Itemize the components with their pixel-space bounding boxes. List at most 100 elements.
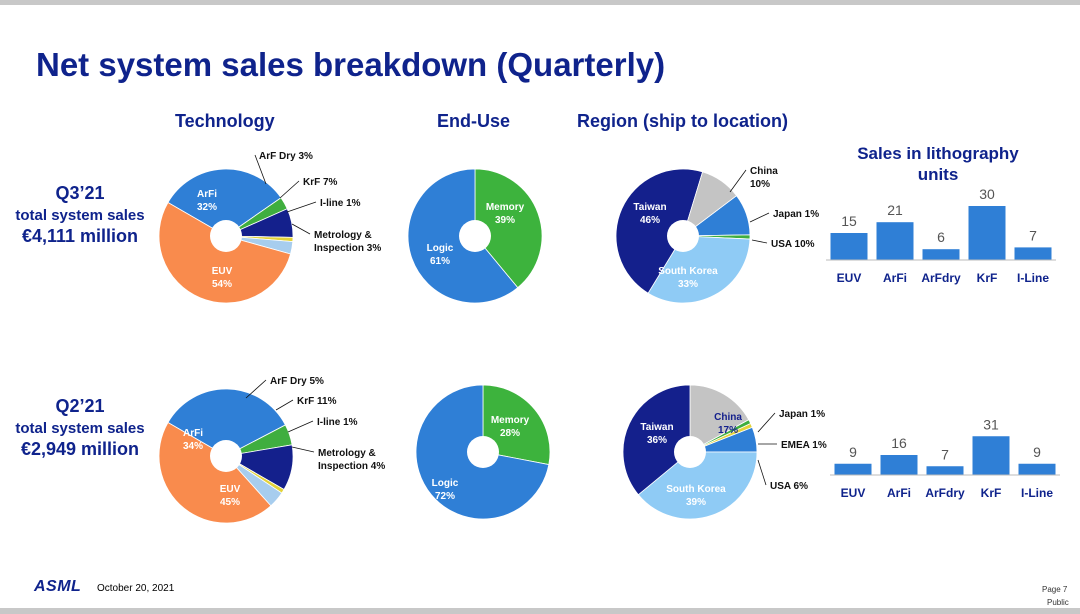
bar-chart <box>826 206 1056 261</box>
bar-value-label: 7 <box>941 446 949 462</box>
slice-percent: 33% <box>678 279 698 290</box>
slice-label: South Korea <box>666 484 726 495</box>
quarter-label: Q2’21 <box>55 396 105 416</box>
bar-value-label: 21 <box>887 202 903 218</box>
slice-percent: 32% <box>197 202 217 213</box>
slice-label: USA 6% <box>770 481 808 492</box>
header-end-use: End-Use <box>437 111 511 131</box>
slice-label: Logic <box>427 243 454 254</box>
bar-value-label: 9 <box>1033 444 1041 460</box>
slice-label: ArF Dry 3% <box>259 151 313 162</box>
quarter-label: Q3’21 <box>55 183 105 203</box>
donut-hole <box>667 220 699 252</box>
bar-category-label: ArFi <box>883 271 907 285</box>
leader-line <box>279 180 300 199</box>
slice-label: Memory <box>486 202 525 213</box>
pie-chart <box>158 154 317 304</box>
bar-krf <box>968 206 1006 260</box>
pie-slice-memory <box>474 168 543 289</box>
slice-label: ArF Dry 5% <box>270 376 324 387</box>
pie-chart <box>158 379 315 524</box>
pie-chart <box>615 168 770 304</box>
bar-category-label: I-Line <box>1021 486 1053 500</box>
bar-category-label: KrF <box>977 271 998 285</box>
pie-chart <box>622 384 777 520</box>
units-title-line2: units <box>918 165 959 184</box>
slice-percent: 36% <box>647 435 667 446</box>
bar-value-label: 6 <box>937 229 945 245</box>
pie-slice-euv <box>158 201 292 304</box>
bar-category-label: EUV <box>841 486 866 500</box>
page-title: Net system sales breakdown (Quarterly) <box>36 46 666 83</box>
slice-label: Inspection 4% <box>318 461 385 472</box>
bar-euv <box>830 233 868 260</box>
slice-label: I-line 1% <box>320 198 361 209</box>
slice-label: Taiwan <box>640 422 673 433</box>
quarter-block-q2: Q2’21 total system sales €2,949 million <box>12 396 148 460</box>
bar-value-label: 7 <box>1029 227 1037 243</box>
quarter-value: €2,949 million <box>20 439 140 459</box>
pie-slice-china <box>689 384 750 453</box>
leader-line <box>287 420 314 433</box>
slice-percent: 34% <box>183 441 203 452</box>
slice-label: ArFi <box>197 189 217 200</box>
pie-slice-south-korea <box>637 451 758 520</box>
leader-line <box>757 459 767 486</box>
slice-percent: 39% <box>686 497 706 508</box>
slice-label: ArFi <box>183 428 203 439</box>
pie-slice-taiwan <box>615 168 704 294</box>
slice-percent: 45% <box>220 497 240 508</box>
leader-line <box>757 412 776 433</box>
slice-label: Logic <box>432 478 459 489</box>
leader-line <box>751 239 768 244</box>
leader-line <box>749 212 770 223</box>
bottom-divider <box>0 608 1080 614</box>
bar-category-label: I-Line <box>1017 271 1049 285</box>
slice-label: KrF 7% <box>303 177 338 188</box>
slice-percent: 72% <box>435 491 455 502</box>
quarter-sub: total system sales <box>15 420 145 437</box>
slice-percent: 28% <box>500 428 520 439</box>
slice-label: China <box>750 166 778 177</box>
slice-label: Japan 1% <box>773 209 819 220</box>
slice-label: China <box>714 412 742 423</box>
pie-slice-south-korea <box>647 235 751 304</box>
leader-line <box>286 201 317 213</box>
slice-label: I-line 1% <box>317 417 358 428</box>
bar-value-label: 30 <box>979 186 995 202</box>
bar-chart <box>830 436 1060 476</box>
classification-label: Public <box>1047 598 1069 607</box>
leader-line <box>291 223 311 235</box>
slice-label: USA 10% <box>771 239 815 250</box>
bar-i-line <box>1018 463 1056 475</box>
bar-arfi <box>876 222 914 260</box>
footer-date: October 20, 2021 <box>97 583 175 594</box>
bar-arfi <box>880 455 918 475</box>
header-region: Region (ship to location) <box>577 111 788 131</box>
top-divider <box>0 0 1080 5</box>
bar-arfdry <box>922 249 960 260</box>
page-number: Page 7 <box>1042 585 1068 594</box>
donut-hole <box>459 220 491 252</box>
bar-value-label: 31 <box>983 416 999 432</box>
quarter-value: €4,111 million <box>21 226 139 246</box>
slice-percent: 39% <box>495 215 515 226</box>
slice-label: Inspection 3% <box>314 243 381 254</box>
bar-value-label: 15 <box>841 213 857 229</box>
pie-slice-arfi <box>167 168 282 237</box>
leader-line <box>275 399 294 411</box>
bar-category-label: ArFi <box>887 486 911 500</box>
donut-hole <box>210 220 242 252</box>
bar-euv <box>834 463 872 475</box>
donut-hole <box>467 436 499 468</box>
quarter-block-q3: Q3’21 total system sales €4,111 million <box>12 183 148 247</box>
bar-krf <box>972 436 1010 475</box>
bar-value-label: 16 <box>891 435 907 451</box>
pie-chart <box>415 384 551 520</box>
bar-category-label: ArFdry <box>925 486 965 500</box>
asml-logo: ASML <box>34 578 82 595</box>
slice-label: Japan 1% <box>779 409 825 420</box>
slice-label: EUV <box>212 266 233 277</box>
slice-percent: 61% <box>430 256 450 267</box>
header-technology: Technology <box>175 111 275 131</box>
